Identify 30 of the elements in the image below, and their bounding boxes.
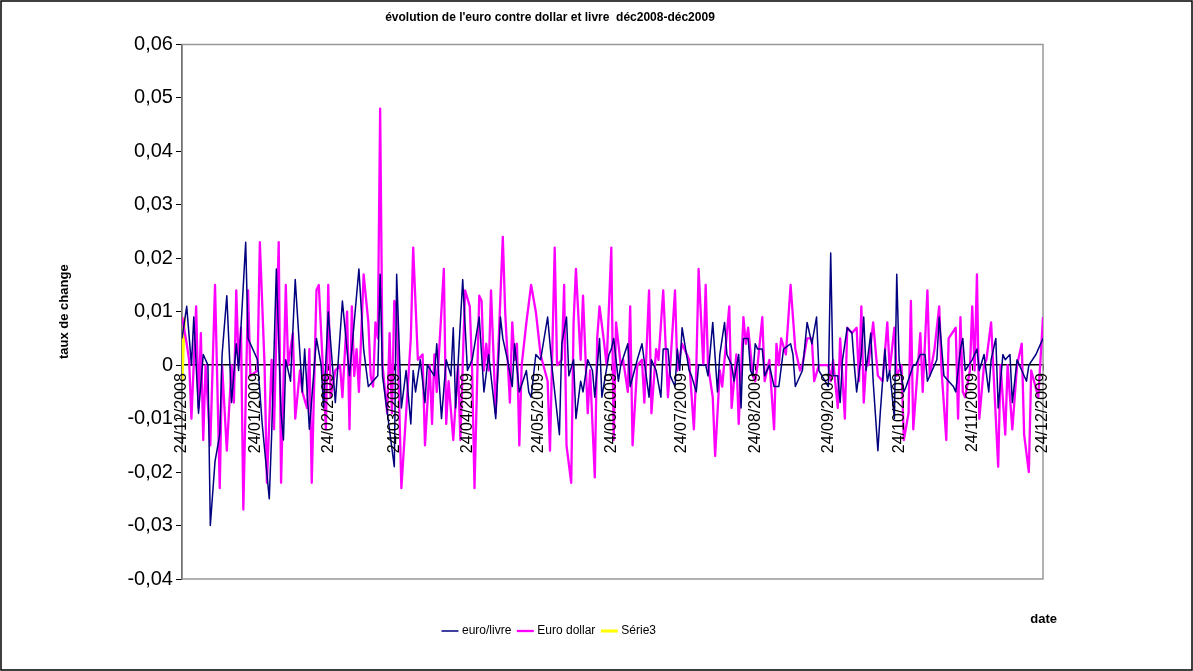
legend-label: Série3 [621,623,657,638]
x-tick-label: 24/08/2009 [745,373,763,454]
x-tick-label: 24/09/2009 [818,373,836,454]
y-tick-label: 0,06 [134,31,173,54]
legend-label: Euro dollar [537,623,596,638]
x-tick-label: 24/05/2009 [528,373,546,454]
x-tick-label: 24/12/2008 [172,373,190,454]
y-tick-label: -0,02 [127,459,173,482]
x-tick-label: 24/04/2009 [457,373,475,454]
y-tick-label: 0,01 [134,299,173,322]
y-tick-label: -0,03 [127,513,173,536]
y-tick-label: 0,04 [134,138,173,161]
x-axis-title: date [1030,610,1057,626]
x-tick-label: 24/10/2009 [889,373,907,454]
x-tick-label: 24/03/2009 [384,373,402,454]
y-axis-title: taux de change [56,264,72,360]
y-tick-label: 0,05 [134,85,173,108]
y-tick-label: -0,04 [127,566,173,589]
x-tick-label: 24/07/2009 [672,373,690,454]
y-tick-label: -0,01 [127,406,173,429]
y-tick-label: 0 [161,352,173,375]
x-tick-label: 24/01/2009 [245,373,263,454]
y-tick-label: 0,03 [134,192,173,215]
x-tick-label: 24/12/2009 [1033,373,1051,454]
chart-title: évolution de l'euro contre dollar et livre déc2008-déc2009 [385,9,716,24]
x-tick-label: 24/06/2009 [601,373,619,454]
y-tick-label: 0,02 [134,245,173,268]
x-tick-label: 24/02/2009 [318,373,336,454]
legend-label: euro/livre [461,623,512,638]
x-tick-label: 24/11/2009 [962,373,980,453]
